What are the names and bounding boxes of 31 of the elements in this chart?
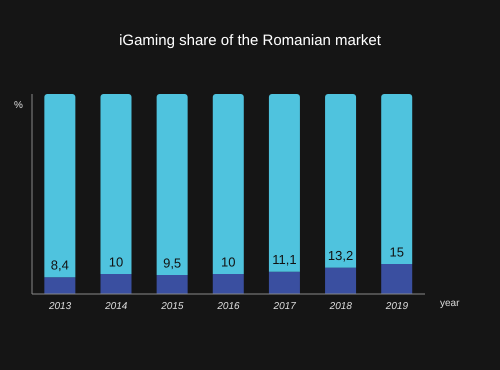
x-tick-label: 2013: [48, 301, 72, 312]
x-axis-title: year: [440, 298, 460, 309]
data-label: 13,2: [328, 248, 354, 264]
bar: [325, 94, 356, 268]
x-tick-label: 2014: [104, 301, 128, 312]
bar: [100, 94, 132, 274]
x-tick-label: 2015: [160, 301, 184, 312]
bar: [325, 268, 356, 294]
bar: [381, 264, 412, 294]
bar: [100, 274, 132, 294]
data-label: 11,1: [272, 252, 297, 268]
data-label: 15: [389, 244, 404, 260]
bar: [44, 94, 76, 278]
bar: [381, 94, 412, 264]
bar: [268, 272, 300, 294]
x-tick-label: 2017: [272, 301, 296, 312]
y-axis-title: %: [14, 100, 23, 111]
x-tick-label: 2019: [384, 301, 408, 312]
data-label: 10: [221, 254, 236, 270]
bar: [268, 94, 300, 272]
bar: [156, 275, 188, 294]
data-label: 8,4: [50, 258, 69, 273]
data-label: 10: [108, 254, 124, 270]
bar: [156, 94, 188, 275]
chart-title: iGaming share of the Romanian market: [118, 32, 382, 49]
data-label: 9,5: [163, 255, 182, 270]
x-tick-label: 2016: [216, 301, 240, 312]
bar: [44, 277, 76, 294]
bar: [212, 94, 244, 274]
x-tick-label: 2018: [328, 301, 352, 312]
bar: [212, 274, 244, 294]
